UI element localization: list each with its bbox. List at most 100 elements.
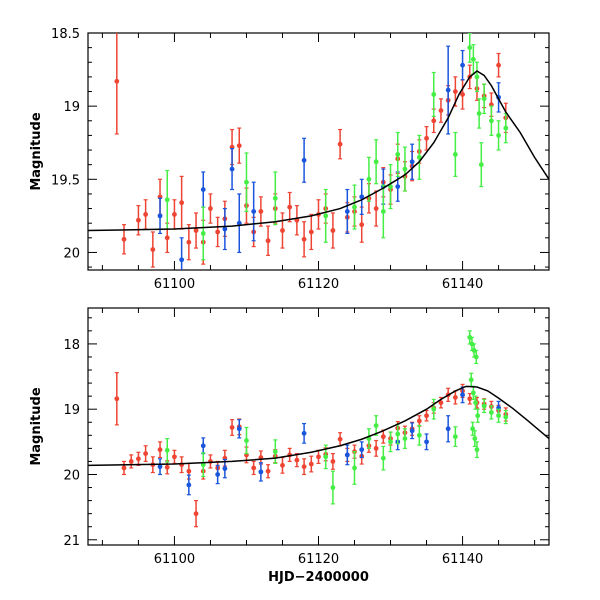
red-data-point [330,459,336,464]
blue-data-point [157,213,163,219]
blue-data-point [359,447,365,453]
blue-data-point [445,426,451,432]
red-data-point [215,229,221,235]
red-data-point [380,434,386,440]
green-data-point [164,447,170,453]
y-tick-label: 20 [63,246,80,261]
blue-data-point [301,430,307,436]
green-data-point [452,434,458,440]
green-data-point [473,354,479,360]
green-data-point [352,204,357,210]
green-data-point [330,485,336,490]
plot-area [88,330,549,528]
blue-data-point [236,426,242,432]
red-data-point [258,209,264,214]
green-data-point [476,111,482,116]
green-data-point [488,118,494,124]
blue-data-point [460,392,465,398]
red-data-point [193,228,199,233]
green-data-point [467,334,473,340]
red-data-point [186,468,192,474]
green-data-point [467,45,473,51]
green-data-point [352,465,357,471]
x-tick-label: 61120 [298,552,339,567]
green-data-point [388,184,393,190]
red-data-point [186,239,192,245]
green-data-point [395,431,401,437]
y-tick-label: 20 [63,468,80,483]
x-axis-label: HJD−2400000 [268,570,369,585]
green-data-point [431,92,437,97]
y-axis-label: Magnitude [29,387,44,466]
plot-frame [87,32,550,271]
green-data-point [470,426,476,432]
red-data-point [136,456,141,462]
red-data-point [438,400,444,406]
green-data-point [380,455,386,461]
plot-area [88,33,549,270]
x-tick-label: 61140 [442,552,483,567]
red-data-point [236,143,242,149]
y-tick-label: 18 [63,338,80,353]
blue-data-point [236,220,242,226]
red-data-point [452,395,458,400]
red-data-point [265,468,271,474]
red-data-point [143,451,149,456]
red-data-point [308,229,314,235]
green-data-point [473,400,478,406]
green-data-point [470,390,476,396]
green-data-point [244,438,249,443]
green-data-point [164,197,170,203]
blue-data-point [460,62,465,68]
green-data-point [244,179,249,185]
red-data-point [359,222,365,228]
green-data-point [474,74,480,80]
red-data-point [128,459,134,464]
red-data-point [424,135,429,141]
red-data-point [136,217,141,223]
blue-data-point [445,87,451,93]
red-data-point [121,465,127,471]
green-data-point [452,152,458,157]
blue-data-point [200,187,206,192]
red-data-point [179,200,185,206]
green-data-point [373,159,379,165]
red-data-point [431,118,437,124]
green-data-point [471,348,477,353]
red-data-point [251,465,257,471]
blue-data-point [200,443,206,449]
red-data-point [150,247,156,252]
model-curve [88,70,549,232]
blue-data-point [186,482,192,488]
blue-data-point [251,209,257,214]
green-data-point [481,403,487,409]
green-data-point [468,377,474,383]
red-data-point [337,141,343,147]
blue-data-point [229,166,235,172]
red-data-point [452,89,458,94]
red-data-point [143,212,149,217]
green-data-point [503,125,509,131]
blue-data-point [157,464,163,470]
green-data-point [272,195,278,201]
y-tick-label: 19 [63,403,80,418]
red-data-point [424,413,429,419]
red-data-point [337,436,343,442]
green-data-point [402,166,408,172]
red-data-point [280,462,285,468]
blue-data-point [409,159,415,165]
blue-data-point [215,472,221,477]
red-data-point [496,62,501,68]
x-tick-label: 61140 [442,277,483,292]
x-tick-label: 61100 [154,277,195,292]
red-data-point [208,206,213,211]
green-data-point [496,133,501,138]
red-data-point [460,92,465,97]
blue-data-point [222,226,228,232]
blue-data-point [258,469,264,475]
x-tick-label: 61120 [298,277,339,292]
red-data-point [172,212,177,217]
red-data-point [193,511,199,517]
green-data-point [323,213,329,219]
red-data-point [157,447,163,453]
